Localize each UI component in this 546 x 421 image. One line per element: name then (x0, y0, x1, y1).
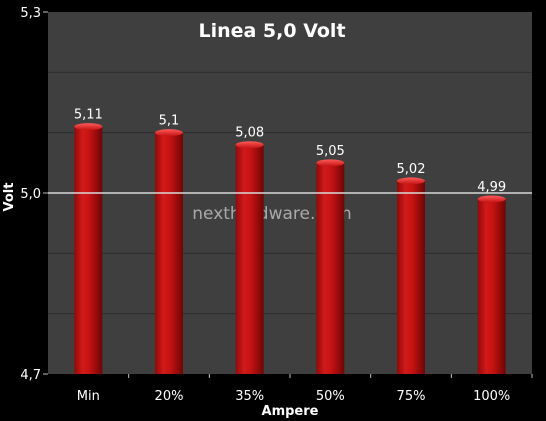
bar-75pct (397, 180, 425, 374)
value-label: 5,1 (159, 114, 180, 129)
bar-cap (397, 177, 425, 185)
bar-100pct (477, 199, 506, 374)
bar-min (74, 126, 103, 374)
x-axis-label: Ampere (262, 404, 319, 419)
y-axis-ticks: 4,7 5,0 5,3 (20, 6, 48, 383)
bars (74, 123, 506, 374)
chart-title: Linea 5,0 Volt (198, 20, 345, 42)
x-tick-label: 50% (316, 389, 345, 404)
value-label: 5,08 (235, 126, 264, 141)
x-tick-label: Min (77, 389, 100, 404)
value-label: 5,11 (74, 108, 103, 123)
x-axis-ticks: Min 20% 35% 50% 75% 100% (77, 374, 533, 404)
bar-50pct (316, 162, 345, 374)
bar-cap (74, 123, 103, 131)
x-tick-label: 35% (235, 389, 264, 404)
value-label: 5,02 (397, 162, 426, 177)
bar-cap (155, 129, 183, 137)
x-tick-label: 20% (155, 389, 184, 404)
y-tick-label: 4,7 (20, 368, 41, 383)
value-labels: 5,11 5,1 5,08 5,05 5,02 4,99 (74, 108, 506, 195)
watermark: nexthardware.com (192, 204, 351, 224)
bar-20pct (155, 132, 183, 374)
bar-cap (477, 195, 506, 203)
y-tick-label: 5,3 (20, 6, 41, 21)
bar-cap (316, 159, 345, 167)
y-axis-label: Volt (2, 183, 17, 212)
y-tick-label: 5,0 (20, 187, 41, 202)
x-tick-label: 75% (397, 389, 426, 404)
bar-35pct (235, 144, 264, 374)
bar-cap (235, 141, 264, 149)
value-label: 4,99 (477, 180, 506, 195)
value-label: 5,05 (316, 144, 345, 159)
x-tick-label: 100% (473, 389, 510, 404)
